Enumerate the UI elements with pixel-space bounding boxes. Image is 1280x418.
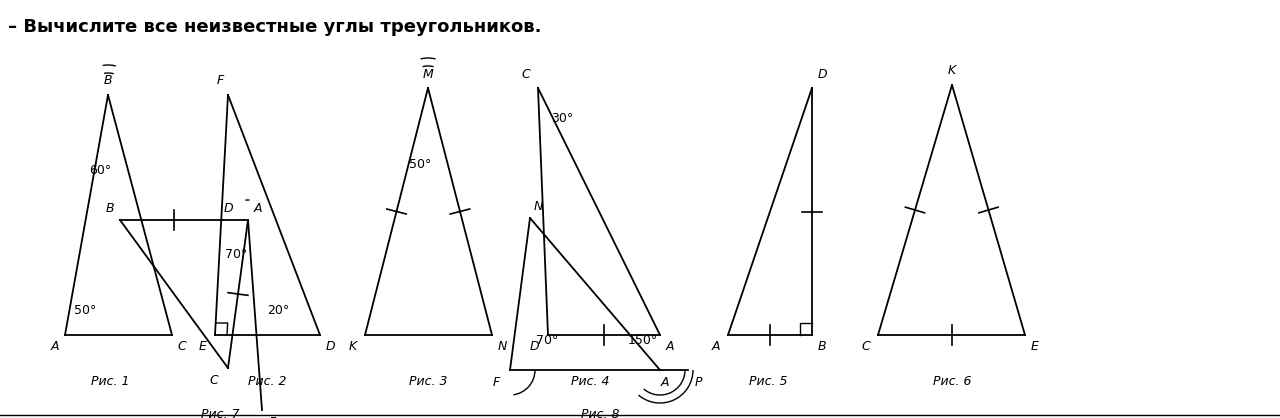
Text: D: D xyxy=(817,67,827,81)
Text: C: C xyxy=(522,67,530,81)
Text: A: A xyxy=(51,341,59,354)
Text: D: D xyxy=(223,201,233,214)
Text: 60°: 60° xyxy=(88,163,111,176)
Text: – Вычислите все неизвестные углы треугольников.: – Вычислите все неизвестные углы треугол… xyxy=(8,18,541,36)
Text: Рис. 4: Рис. 4 xyxy=(571,375,609,388)
Text: N: N xyxy=(498,341,507,354)
Text: P: P xyxy=(694,375,701,388)
Text: Рис. 7: Рис. 7 xyxy=(201,408,239,418)
Text: K: K xyxy=(349,341,357,354)
Text: Рис. 5: Рис. 5 xyxy=(749,375,787,388)
Text: 70°: 70° xyxy=(225,248,247,262)
Text: C: C xyxy=(210,374,219,387)
Text: A: A xyxy=(666,341,675,354)
Text: F: F xyxy=(216,74,224,87)
Text: B: B xyxy=(106,201,114,214)
Text: M: M xyxy=(422,67,434,81)
Text: D: D xyxy=(529,341,539,354)
Text: 30°: 30° xyxy=(550,112,573,125)
Text: B: B xyxy=(104,74,113,87)
Text: 20°: 20° xyxy=(266,303,289,316)
Text: F: F xyxy=(493,375,499,388)
Text: C: C xyxy=(178,341,187,354)
Text: D: D xyxy=(325,341,335,354)
Text: A: A xyxy=(660,375,669,388)
Text: Рис. 1: Рис. 1 xyxy=(91,375,129,388)
Text: E: E xyxy=(1032,341,1039,354)
Text: B: B xyxy=(818,341,827,354)
Text: A: A xyxy=(253,201,262,214)
Text: C: C xyxy=(861,341,870,354)
Text: Рис. 8: Рис. 8 xyxy=(581,408,620,418)
Text: E: E xyxy=(200,341,207,354)
Text: 70°: 70° xyxy=(536,334,558,347)
Text: Рис. 3: Рис. 3 xyxy=(408,375,447,388)
Text: F: F xyxy=(269,415,275,418)
Text: Рис. 6: Рис. 6 xyxy=(933,375,972,388)
Text: K: K xyxy=(948,64,956,77)
Text: A: A xyxy=(712,341,721,354)
Text: 150°: 150° xyxy=(628,334,658,347)
Text: 50°: 50° xyxy=(408,158,431,171)
Text: N: N xyxy=(534,199,543,212)
Text: 50°: 50° xyxy=(74,303,96,316)
Text: Рис. 2: Рис. 2 xyxy=(248,375,287,388)
